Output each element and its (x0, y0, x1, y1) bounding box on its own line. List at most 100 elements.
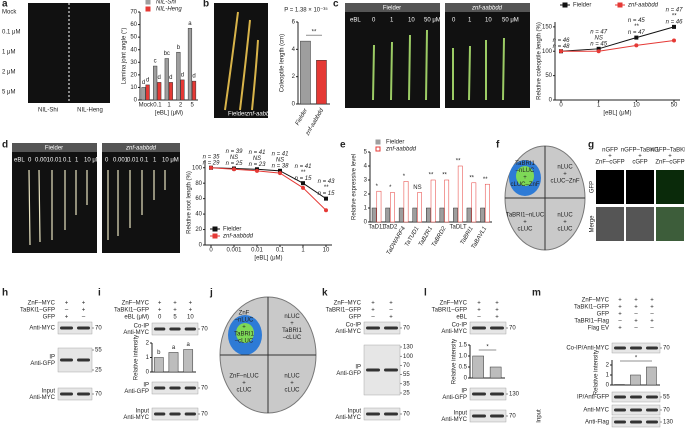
band (60, 392, 73, 396)
strip-label: Anti-GFP (124, 389, 149, 395)
lane-sign: + (477, 301, 481, 307)
annotation: n = 41 (272, 151, 289, 157)
band (630, 346, 642, 350)
band (490, 392, 504, 396)
bar (187, 28, 193, 101)
panel-label: c (333, 0, 339, 10)
marker (278, 168, 282, 173)
lane-sign: + (389, 301, 393, 307)
quadrant-label: + (523, 220, 527, 226)
series-line (561, 40, 675, 52)
photo (102, 143, 180, 253)
strip-label: Co-IP (346, 322, 361, 328)
treatment-label: TaBKI1–GFP (20, 308, 55, 314)
strip-label: Anti-MYC (583, 408, 609, 414)
lane-sign: + (495, 308, 499, 314)
genotype: znf-aabbdd (245, 112, 277, 118)
strip-label: Co-IP/Anti-MYC (566, 346, 609, 352)
band (169, 327, 181, 331)
size-marker: 130 (403, 345, 414, 351)
x-tick-label: TaD11 (368, 225, 386, 231)
band (384, 326, 398, 330)
marker (232, 167, 236, 172)
lane-sign: + (371, 301, 375, 307)
lane-sign: + (650, 305, 654, 311)
header (12, 143, 97, 152)
lane-sign: + (82, 308, 86, 314)
lane-sign: – (371, 315, 375, 321)
size-marker: 70 (403, 412, 410, 418)
size-marker: 25 (403, 391, 410, 397)
legend-label: NIL-Heng (156, 7, 182, 13)
y-tick-label: 0 (199, 243, 203, 249)
image-label: 2 μM (2, 70, 15, 76)
series-line (210, 167, 327, 200)
lane-sign: + (389, 315, 393, 321)
band (646, 420, 658, 424)
band (154, 386, 166, 390)
strip-label: Input (454, 410, 468, 416)
dose: 0.01 (50, 158, 62, 164)
column-label: + (638, 154, 642, 160)
y-tick-label: 0 (146, 370, 150, 376)
lane-sign: + (618, 305, 622, 311)
group-label: Input (537, 409, 543, 423)
bar (183, 349, 194, 373)
y-tick-label: 20 (195, 227, 202, 233)
y-tick-label: 1 (364, 206, 368, 212)
dose: eBL (14, 158, 25, 164)
lane-sign: – (634, 312, 638, 318)
y-tick-label: 100 (542, 49, 553, 55)
dose: 0.001 (113, 158, 129, 164)
quadrant-label: ZnF (239, 311, 250, 317)
lane-sign: 5 (173, 315, 177, 321)
quadrant-label: –nLUC (235, 318, 254, 324)
significance: ** (483, 177, 488, 183)
y-tick-label: 0 (464, 376, 468, 382)
marker (255, 168, 259, 173)
y-tick-label: 40 (195, 212, 202, 218)
strip-label: Anti-MYC (123, 415, 149, 421)
x-tick-label: 0.1 (276, 248, 285, 254)
significance: bc (164, 51, 170, 57)
y-axis-label: Relative coleoptile length (%) (537, 22, 543, 100)
marker (324, 196, 328, 201)
dose: 0 (105, 158, 109, 164)
y-tick-label: 2 (292, 74, 296, 80)
strip-label: Input (136, 408, 150, 414)
lane-sign: – (389, 308, 393, 314)
strip-label: Anti-MYC (441, 417, 467, 423)
dose: 0.1 (140, 158, 149, 164)
column-label: nGFP–TaBKI1 (651, 148, 685, 154)
panel-label: h (2, 288, 8, 299)
y-tick-label: 70 (130, 10, 137, 16)
panel-label: g (588, 140, 594, 151)
band (630, 395, 642, 399)
lane-sign: + (65, 301, 69, 307)
band (384, 368, 398, 372)
dose: 10 (408, 18, 415, 24)
bar (398, 207, 404, 223)
bar (412, 207, 418, 223)
band (169, 386, 181, 390)
annotation: ** (672, 13, 677, 19)
bar (453, 207, 458, 223)
subtitle: P = 1.38 × 10⁻³⁵ (284, 7, 328, 14)
annotation: n = 41 (295, 164, 312, 170)
significance: ** (429, 173, 434, 179)
series-line (210, 167, 327, 211)
quadrant-label: –nLUC (516, 168, 535, 174)
quadrant-label: cLUC–ZnF (550, 179, 579, 185)
bar (164, 58, 169, 101)
image-label: 1 μM (2, 50, 15, 56)
dose: 0 (372, 18, 376, 24)
bar (153, 65, 158, 101)
marker (301, 181, 305, 186)
dose: 10 (485, 18, 492, 24)
bar (385, 207, 391, 223)
dose: 0.01 (127, 158, 139, 164)
y-tick-label: 40 (130, 47, 137, 53)
significance: b (157, 350, 161, 356)
annotation: n = 15 (295, 176, 313, 182)
strip-label: Co-IP (452, 322, 467, 328)
